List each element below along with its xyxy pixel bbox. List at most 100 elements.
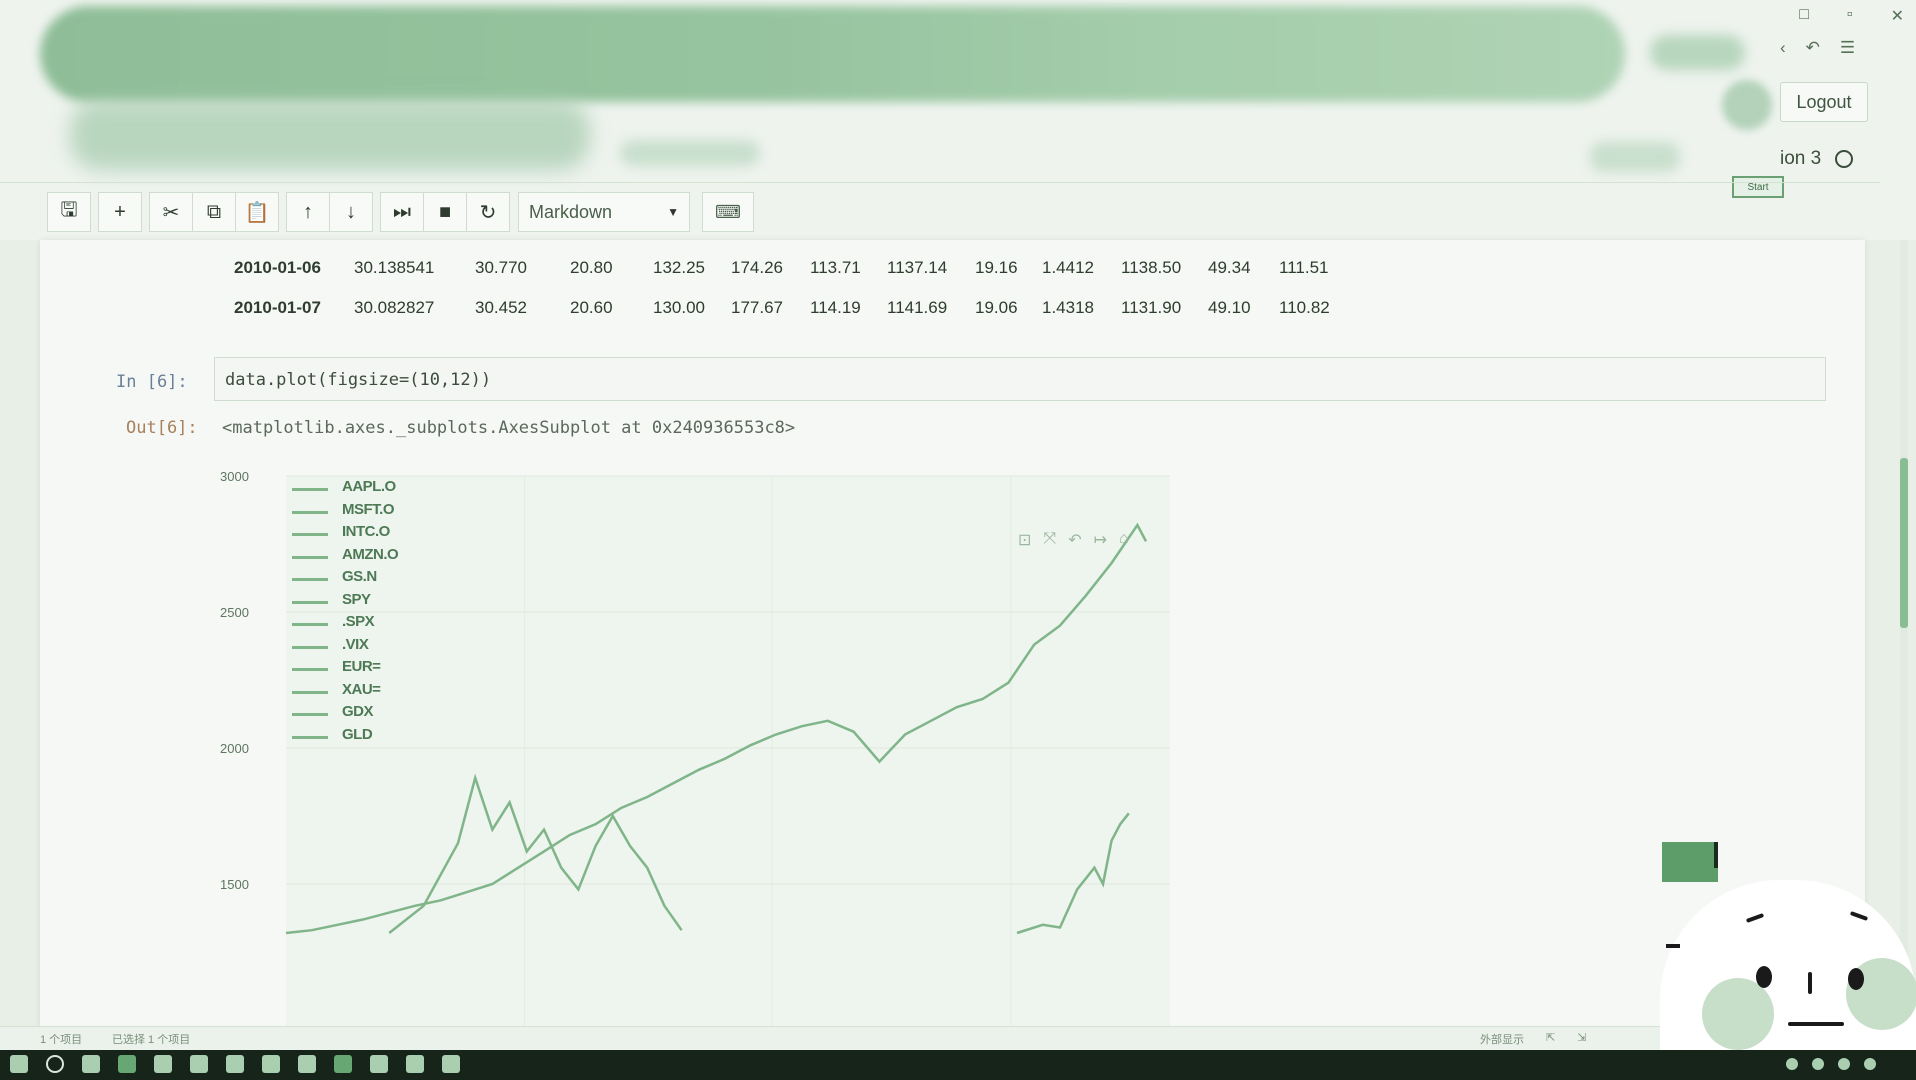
toolbar-divider	[0, 182, 1880, 183]
legend-label: GDX	[342, 703, 374, 720]
task-view-icon[interactable]	[82, 1055, 100, 1073]
restore-icon[interactable]: □	[1799, 6, 1809, 23]
app-icon[interactable]	[370, 1055, 388, 1073]
tray-icon[interactable]	[1838, 1058, 1850, 1070]
legend-swatch	[292, 623, 328, 626]
table-cell: 174.26	[731, 258, 783, 277]
legend-label: .SPX	[342, 613, 375, 630]
folder-icon[interactable]	[154, 1055, 172, 1073]
browser-icon[interactable]	[118, 1055, 136, 1073]
paste-icon: 📋	[244, 201, 270, 224]
table-cell: 110.82	[1279, 298, 1330, 317]
scrollbar[interactable]	[1900, 240, 1908, 1040]
avatar	[1722, 80, 1772, 130]
plus-icon: +	[114, 200, 126, 223]
cell-type-value: Markdown	[529, 201, 613, 222]
insert-cell-button[interactable]: +	[98, 192, 142, 232]
app-icon[interactable]	[190, 1055, 208, 1073]
search-icon[interactable]	[46, 1055, 64, 1073]
legend-item: EUR=	[292, 658, 452, 681]
undo-icon[interactable]: ↶	[1805, 38, 1820, 57]
mascot-eye	[1756, 966, 1772, 988]
mascot-nose	[1808, 972, 1812, 994]
back-icon[interactable]: ↶	[1068, 532, 1082, 549]
copy-button[interactable]: ⧉	[192, 192, 236, 232]
table-cell: 1141.69	[887, 298, 948, 317]
plot-area	[286, 476, 1170, 1027]
trusted-badge-blur	[1590, 142, 1680, 172]
table-cell: 177.67	[731, 298, 783, 317]
back-icon[interactable]: ‹	[1780, 38, 1786, 57]
legend-swatch	[292, 555, 328, 559]
scissors-icon: ✂	[162, 201, 180, 224]
move-up-button[interactable]: ↑	[286, 192, 330, 232]
legend-swatch	[292, 578, 328, 581]
table-cell: 30.138541	[354, 258, 435, 277]
paste-button[interactable]: 📋	[235, 192, 279, 232]
collapse-icon[interactable]: ⇲	[1577, 1032, 1587, 1044]
move-down-button[interactable]: ↓	[329, 192, 373, 232]
expand-icon[interactable]: ⇱	[1546, 1032, 1556, 1044]
mascot-eye	[1848, 968, 1864, 990]
cut-button[interactable]: ✂	[149, 192, 193, 232]
step-forward-icon: ⏭	[393, 200, 411, 223]
tray-icon[interactable]	[1812, 1058, 1824, 1070]
notebook-toolbar: 🖫 + ✂ ⧉ 📋 ↑ ↓ ⏭ ■ ↻ Markdown ▼ ⌨	[47, 192, 754, 232]
interrupt-button[interactable]: ■	[423, 192, 467, 232]
arrow-up-icon: ↑	[303, 200, 313, 223]
app-icon[interactable]	[262, 1055, 280, 1073]
legend-label: INTC.O	[342, 523, 390, 540]
tray-icon[interactable]	[1864, 1058, 1876, 1070]
status-bar: 1 个项目 已选择 1 个项目 外部显示 ⇱ ⇲	[0, 1026, 1916, 1050]
minimize-icon[interactable]: ▫	[1846, 6, 1853, 23]
status-item-count: 1 个项目	[40, 1034, 83, 1046]
table-cell: 30.082827	[354, 298, 435, 317]
table-cell: 49.34	[1208, 258, 1251, 277]
input-prompt: In [6]:	[116, 372, 188, 392]
pan-icon[interactable]: ⊡	[1018, 532, 1032, 549]
legend-item: .VIX	[292, 636, 452, 659]
legend-label: .VIX	[342, 635, 369, 653]
app-icon[interactable]	[442, 1055, 460, 1073]
menu-icon[interactable]: ☰	[1839, 38, 1856, 57]
legend-label: GS.N	[342, 568, 377, 585]
table-cell: 20.60	[570, 298, 613, 317]
legend-item: AAPL.O	[292, 478, 452, 501]
mascot-cheek	[1702, 978, 1774, 1050]
home-icon[interactable]: ⌂	[1119, 530, 1129, 547]
save-icon: 🖫	[60, 199, 78, 221]
arrow-down-icon: ↓	[346, 200, 356, 223]
legend-label: MSFT.O	[342, 500, 395, 518]
close-icon[interactable]: ✕	[1890, 8, 1904, 25]
legend-item: GDX	[292, 703, 452, 726]
legend-label: AMZN.O	[342, 545, 399, 563]
mascot-flag-pole	[1714, 842, 1718, 868]
app-icon[interactable]	[298, 1055, 316, 1073]
code-cell-editor[interactable]: data.plot(figsize=(10,12))	[214, 357, 1826, 401]
restart-button[interactable]: ↻	[466, 192, 510, 232]
logout-button[interactable]: Logout	[1780, 82, 1868, 122]
table-cell: 1131.90	[1121, 298, 1182, 317]
start-menu-icon[interactable]	[10, 1055, 28, 1073]
scrollbar-thumb[interactable]	[1900, 458, 1908, 628]
kernel-indicator: ion 3	[1780, 148, 1854, 170]
mascot-mouth	[1788, 1022, 1844, 1026]
forward-icon[interactable]: ↦	[1093, 532, 1108, 549]
copy-icon: ⧉	[206, 200, 222, 223]
start-badge[interactable]: Start	[1732, 176, 1784, 198]
table-cell: 1.4412	[1042, 258, 1094, 277]
run-button[interactable]: ⏭	[380, 192, 424, 232]
tray-icon[interactable]	[1786, 1058, 1798, 1070]
table-cell: 130.00	[653, 298, 705, 317]
zoom-icon[interactable]: ⤧	[1043, 530, 1057, 547]
status-message: 已选择 1 个项目	[112, 1034, 191, 1046]
cell-type-select[interactable]: Markdown ▼	[518, 192, 690, 232]
app-icon[interactable]	[406, 1055, 424, 1073]
table-row: 2010-01-07 30.082827 30.452 20.60 130.00…	[0, 294, 1400, 324]
legend-label: XAU=	[342, 680, 381, 698]
command-palette-button[interactable]: ⌨	[702, 192, 754, 232]
save-button[interactable]: 🖫	[47, 192, 91, 232]
keyboard-icon: ⌨	[715, 201, 741, 222]
app-icon[interactable]	[226, 1055, 244, 1073]
app-icon[interactable]	[334, 1055, 352, 1073]
